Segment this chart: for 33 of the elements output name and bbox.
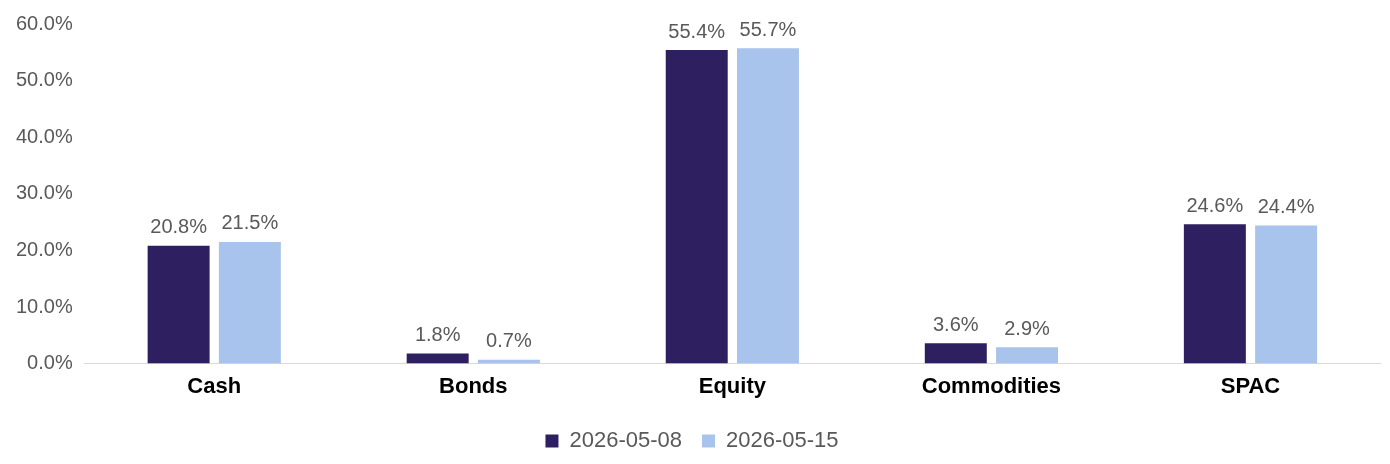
bar <box>218 241 281 364</box>
bar <box>1255 225 1318 364</box>
data-label: 21.5% <box>221 211 279 234</box>
data-label: 0.7% <box>486 329 532 352</box>
legend-label: 2026-05-15 <box>726 427 839 453</box>
bar <box>665 50 728 364</box>
y-tick-label: 20.0% <box>15 237 73 260</box>
data-label: 24.4% <box>1257 195 1315 218</box>
data-label: 3.6% <box>933 312 979 335</box>
data-label: 55.4% <box>668 19 726 42</box>
x-tick-label: Cash <box>187 372 242 398</box>
bar <box>996 347 1059 364</box>
y-tick-label: 50.0% <box>15 68 73 91</box>
legend-label: 2026-05-08 <box>569 427 683 453</box>
bar <box>924 343 987 364</box>
bar <box>736 48 799 364</box>
y-tick-label: 0.0% <box>27 351 73 374</box>
data-label: 2.9% <box>1004 316 1051 339</box>
x-tick-label: Commodities <box>921 372 1062 398</box>
x-tick-label: Equity <box>698 372 767 398</box>
data-label: 55.7% <box>739 17 797 40</box>
bar <box>1183 224 1246 364</box>
bar <box>147 245 210 364</box>
y-tick-label: 10.0% <box>15 294 73 317</box>
y-tick-label: 30.0% <box>15 181 73 204</box>
data-label: 1.8% <box>414 322 461 345</box>
x-tick-label: Bonds <box>439 372 508 398</box>
y-tick-label: 60.0% <box>15 11 73 34</box>
x-tick-label: SPAC <box>1220 372 1281 398</box>
y-tick-label: 40.0% <box>15 124 73 147</box>
data-label: 24.6% <box>1186 193 1244 216</box>
bar <box>406 353 469 364</box>
data-label: 20.8% <box>150 215 208 238</box>
